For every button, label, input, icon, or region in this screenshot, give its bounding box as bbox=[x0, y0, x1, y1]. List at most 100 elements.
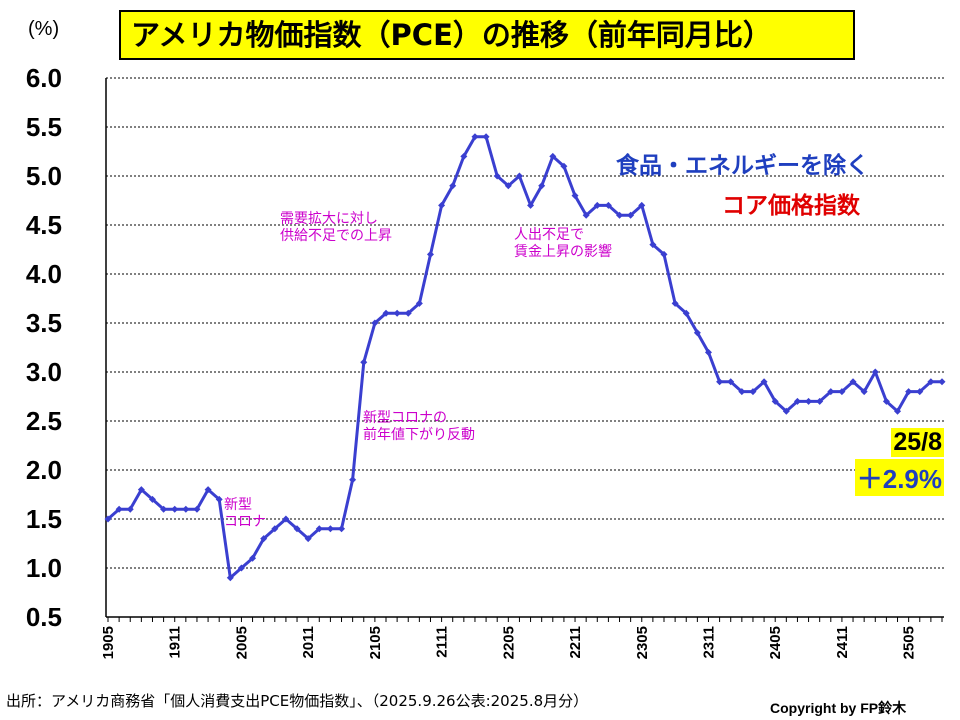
data-point bbox=[693, 329, 701, 337]
data-point bbox=[771, 397, 779, 405]
data-point bbox=[549, 152, 557, 160]
data-point bbox=[527, 201, 535, 209]
data-point bbox=[627, 211, 635, 219]
data-point bbox=[482, 133, 490, 141]
data-point bbox=[860, 388, 868, 396]
data-point bbox=[415, 299, 423, 307]
data-point bbox=[271, 525, 279, 533]
grid-lines bbox=[105, 77, 944, 622]
data-point bbox=[160, 505, 168, 513]
x-tick-label: 1905 bbox=[100, 626, 117, 659]
data-point bbox=[582, 211, 590, 219]
data-point bbox=[182, 505, 190, 513]
data-point bbox=[504, 182, 512, 190]
source-note: 出所：アメリカ商務省「個人消費支出PCE物価指数」、（2025.9.26公表:2… bbox=[6, 692, 589, 710]
data-point bbox=[260, 535, 268, 543]
data-point bbox=[682, 309, 690, 317]
data-point bbox=[916, 388, 924, 396]
annotation-rebound: 新型コロナの 前年値下がり反動 bbox=[363, 410, 475, 444]
y-tick-label: 1.0 bbox=[26, 553, 62, 583]
data-point bbox=[704, 348, 712, 356]
data-point bbox=[115, 505, 123, 513]
data-point bbox=[460, 152, 468, 160]
data-point bbox=[282, 515, 290, 523]
latest-date-label: 25/8 bbox=[891, 428, 944, 457]
annotation-rebound-line2: 前年値下がり反動 bbox=[363, 427, 475, 443]
data-point bbox=[349, 476, 357, 484]
latest-value-label: ＋2.9% bbox=[854, 459, 944, 496]
y-tick-label: 2.0 bbox=[26, 455, 62, 485]
data-point bbox=[782, 407, 790, 415]
x-tick-label: 2111 bbox=[434, 626, 451, 658]
data-point bbox=[538, 182, 546, 190]
x-tick-label: 2211 bbox=[567, 626, 584, 659]
data-point bbox=[716, 378, 724, 386]
y-tick-label: 5.0 bbox=[26, 161, 62, 191]
y-tick-label: 6.0 bbox=[26, 63, 62, 93]
data-point bbox=[371, 319, 379, 327]
annotation-demand-line1: 需要拡大に対し bbox=[280, 211, 378, 227]
data-point bbox=[449, 182, 457, 190]
series-line bbox=[107, 135, 942, 580]
data-point bbox=[838, 388, 846, 396]
data-point bbox=[760, 378, 768, 386]
data-point bbox=[727, 378, 735, 386]
data-point bbox=[171, 505, 179, 513]
data-point bbox=[293, 525, 301, 533]
data-point bbox=[816, 397, 824, 405]
x-tick-label: 2405 bbox=[767, 626, 784, 659]
x-tick-label: 2305 bbox=[634, 626, 651, 659]
data-point bbox=[226, 574, 234, 582]
data-point bbox=[249, 554, 257, 562]
data-point bbox=[393, 309, 401, 317]
x-tick-label: 2505 bbox=[901, 626, 918, 659]
annotation-demand: 需要拡大に対し 供給不足での上昇 bbox=[280, 211, 392, 245]
legend-line1: 食品・エネルギーを除く bbox=[616, 153, 869, 179]
data-point bbox=[616, 211, 624, 219]
data-point bbox=[360, 358, 368, 366]
annotation-rebound-line1: 新型コロナの bbox=[363, 410, 447, 426]
data-point bbox=[493, 172, 501, 180]
y-tick-label: 2.5 bbox=[26, 406, 62, 436]
data-point bbox=[560, 162, 568, 170]
data-point bbox=[515, 172, 523, 180]
data-point bbox=[805, 397, 813, 405]
data-point bbox=[148, 495, 156, 503]
annotation-covid-line1: 新型 bbox=[224, 497, 252, 513]
y-axis-unit: (%) bbox=[28, 18, 60, 40]
x-tick-label: 2011 bbox=[300, 626, 317, 659]
copyright-note: Copyright by FP鈴木 bbox=[770, 700, 907, 716]
data-point bbox=[749, 388, 757, 396]
data-point bbox=[738, 388, 746, 396]
data-point bbox=[793, 397, 801, 405]
x-tick-label: 2105 bbox=[367, 626, 384, 659]
data-point bbox=[849, 378, 857, 386]
data-point bbox=[938, 378, 946, 386]
x-tick-label: 2205 bbox=[500, 626, 517, 659]
data-point bbox=[326, 525, 334, 533]
data-point bbox=[894, 407, 902, 415]
data-point bbox=[649, 241, 657, 249]
y-tick-label: 3.0 bbox=[26, 357, 62, 387]
data-point bbox=[660, 250, 668, 258]
y-tick-label: 3.5 bbox=[26, 308, 62, 338]
data-point bbox=[927, 378, 935, 386]
data-point bbox=[315, 525, 323, 533]
data-point bbox=[871, 368, 879, 376]
latest-value-callout: 25/8 ＋2.9% bbox=[836, 428, 944, 496]
data-point bbox=[671, 299, 679, 307]
data-point bbox=[126, 505, 134, 513]
chart-title: アメリカ物価指数（PCE）の推移（前年同月比） bbox=[119, 10, 855, 60]
data-point bbox=[404, 309, 412, 317]
data-point bbox=[905, 388, 913, 396]
data-point bbox=[426, 250, 434, 258]
data-point bbox=[304, 535, 312, 543]
data-point bbox=[604, 201, 612, 209]
data-point bbox=[137, 486, 145, 494]
annotation-labor-line1: 人出不足で bbox=[514, 227, 584, 243]
data-point bbox=[204, 486, 212, 494]
annotation-demand-line2: 供給不足での上昇 bbox=[280, 228, 392, 244]
x-tick-label: 2411 bbox=[834, 626, 851, 659]
x-tick-label: 2311 bbox=[700, 626, 717, 659]
